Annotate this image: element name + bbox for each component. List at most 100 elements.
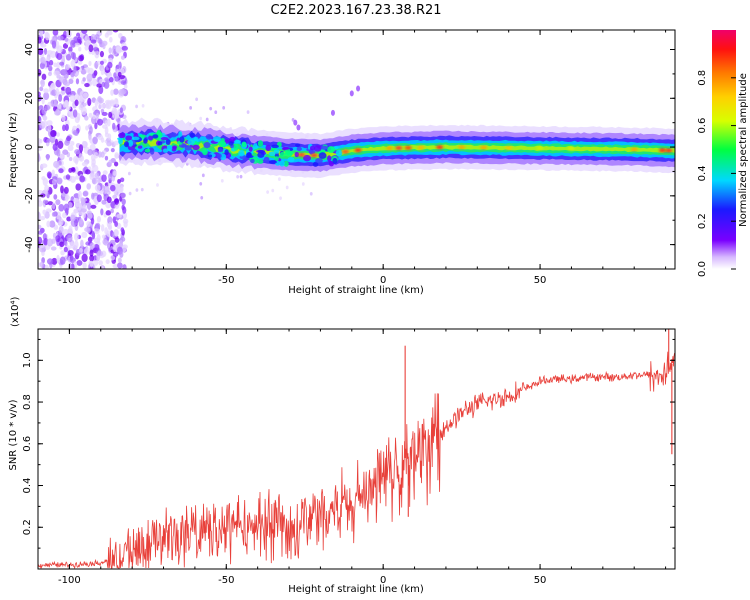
noise-speckle [65,64,70,71]
noise-speckle [108,159,113,165]
noise-speckle [50,246,57,251]
noise-speckle [68,167,73,173]
noise-speckle [64,99,70,107]
noise-speckle [60,250,65,256]
noise-speckle [87,97,92,107]
noise-speckle [120,227,125,233]
noise-speckle [120,55,125,60]
spectrogram-x-tick-label: 50 [534,275,547,286]
band-blob [257,149,266,154]
band-blob [149,148,155,155]
noise-speckle [76,260,83,266]
band-blob [274,156,279,162]
band-blob [313,145,322,152]
faint-speckle [285,185,289,190]
noise-speckle [104,32,109,38]
noise-speckle [62,228,69,235]
noise-speckle [113,88,119,95]
band-blob [268,151,276,157]
noise-speckle [55,199,61,206]
noise-speckle [94,122,98,130]
noise-speckle [84,82,90,88]
noise-speckle [82,190,89,197]
noise-speckle [98,260,103,266]
noise-speckle [112,113,119,120]
faint-speckle [239,174,243,179]
noise-speckle [47,71,52,77]
noise-speckle [56,132,60,137]
band-blob [170,132,178,138]
noise-speckle [53,62,58,68]
noise-speckle [60,185,64,194]
noise-speckle [91,177,98,185]
band-blob [282,146,290,150]
faint-speckle [277,177,281,181]
off-band-feature [293,119,298,126]
snr-y-tick-label: 0.6 [22,436,33,452]
faint-speckle [205,117,209,122]
spectrogram-x-tick-label: -50 [218,275,234,286]
noise-speckle [70,242,75,249]
noise-speckle [93,61,99,69]
noise-speckle [97,118,104,126]
noise-speckle [72,109,78,118]
snr-y-tick-label: 0.4 [22,478,33,494]
faint-speckle [209,106,213,111]
noise-speckle [92,136,98,145]
noise-speckle [69,140,75,146]
noise-speckle [121,45,128,51]
noise-speckle [79,175,86,183]
snr-x-ticks: -100 -50 0 50 [37,329,667,586]
noise-speckle [64,240,68,247]
noise-speckle [38,36,42,44]
noise-speckle [100,137,105,143]
noise-speckle [117,262,123,269]
noise-speckle [51,211,57,217]
band-blob [318,152,327,159]
noise-speckle [66,234,73,243]
noise-speckle [58,94,63,102]
spectrogram-frame [37,29,676,270]
noise-speckle [43,237,49,246]
peak-highlight [310,153,318,158]
noise-speckle [86,202,92,210]
noise-speckle [107,118,111,127]
noise-speckle [64,37,69,42]
noise-speckle [112,170,117,176]
noise-speckle [106,196,112,204]
noise-speckle [42,115,48,121]
noise-speckle [89,254,95,262]
noise-speckle [58,76,66,83]
peak-highlight [665,148,673,153]
band-blob [162,148,169,153]
peak-highlight [395,146,403,150]
band-blob [279,151,286,157]
noise-speckle [94,227,100,235]
noise-speckle [67,249,74,256]
noise-speckle [80,208,87,213]
colorbar: 0.0 0.2 0.4 0.6 0.8 Normalized spectral ampl… [697,30,749,277]
noise-speckle [38,196,41,203]
noise-speckle [65,174,71,180]
noise-speckle [81,30,88,34]
band-blob [166,144,173,151]
noise-speckle [90,39,97,44]
noise-speckle [104,155,109,161]
noise-speckle [96,215,102,223]
noise-speckle [62,212,67,219]
noise-speckle [41,97,45,105]
spectrogram-image [38,30,675,269]
noise-speckle [97,250,103,257]
noise-speckle [58,218,64,226]
noise-speckle [94,222,101,229]
snr-spikes [404,329,673,517]
noise-speckle [94,172,100,180]
noise-speckle [56,148,61,157]
snr-x-tick-label: -100 [58,575,81,586]
faint-speckle [127,171,131,176]
noise-speckle [52,143,58,151]
noise-speckle [88,60,92,67]
faint-speckle [135,188,139,192]
band-blob [179,136,185,143]
band-blob [273,149,280,154]
